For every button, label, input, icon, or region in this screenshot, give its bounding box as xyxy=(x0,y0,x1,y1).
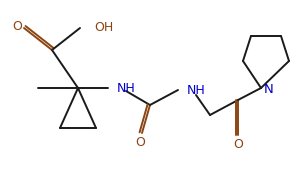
Text: NH: NH xyxy=(117,82,136,94)
Text: OH: OH xyxy=(94,21,113,33)
Text: O: O xyxy=(233,138,243,152)
Text: NH: NH xyxy=(187,84,206,96)
Text: N: N xyxy=(264,82,274,96)
Text: O: O xyxy=(135,136,145,148)
Text: O: O xyxy=(12,19,22,33)
